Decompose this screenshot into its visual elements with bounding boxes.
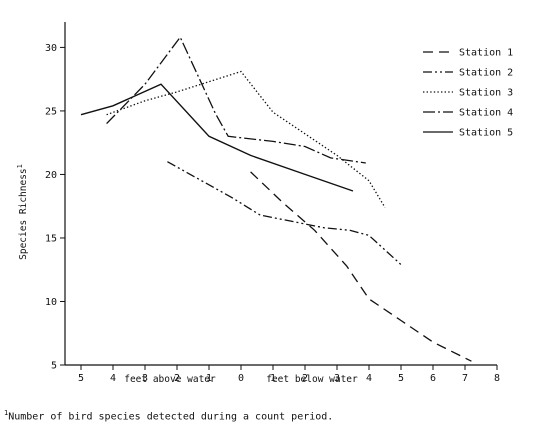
- footnote-text: Number of bird species detected during a…: [8, 411, 334, 423]
- series-line-station-2: [167, 161, 402, 266]
- y-axis-label: Species Richness1: [16, 164, 29, 260]
- footnote-marker: 1: [4, 409, 9, 417]
- y-tick-label: 10: [45, 297, 57, 308]
- y-tick-label: 30: [45, 43, 57, 54]
- x-axis-label-above: feet above water: [124, 374, 216, 385]
- footnote: 1Number of bird species detected during …: [4, 409, 333, 422]
- x-tick-label: 3: [334, 373, 340, 384]
- series-lines: [80, 35, 472, 362]
- x-axis-label-below: feet below water: [266, 374, 358, 385]
- x-tick-label: 3: [142, 373, 148, 384]
- legend-label-station-1: Station 1: [459, 48, 513, 59]
- x-tick-label: 6: [430, 373, 436, 384]
- legend-label-station-5: Station 5: [459, 128, 513, 139]
- series-line-station-5: [80, 83, 354, 192]
- x-tick-label: 1: [206, 373, 212, 384]
- x-tick-label: 0: [238, 373, 244, 384]
- y-tick-label: 20: [45, 170, 57, 181]
- x-tick-label: 8: [494, 373, 500, 384]
- series-line-station-4: [106, 35, 366, 164]
- x-tick-label: 2: [302, 373, 308, 384]
- legend-label-station-4: Station 4: [459, 108, 513, 119]
- y-tick-label: 5: [51, 361, 57, 372]
- x-tick-label: 2: [174, 373, 180, 384]
- y-tick-label: 15: [45, 233, 57, 244]
- x-tick-label: 1: [270, 373, 276, 384]
- x-tick-label: 4: [110, 373, 116, 384]
- x-tick-label: 5: [398, 373, 404, 384]
- x-tick-label: 7: [462, 373, 468, 384]
- series-line-station-1: [250, 171, 472, 362]
- x-tick-label: 5: [78, 373, 84, 384]
- legend-label-station-3: Station 3: [459, 88, 513, 99]
- legend: Station 1 Station 2 Station 3 Station 4 Stat…: [423, 48, 513, 139]
- y-tick-label: 25: [45, 106, 57, 117]
- x-tick-label: 4: [366, 373, 372, 384]
- legend-label-station-2: Station 2: [459, 68, 513, 79]
